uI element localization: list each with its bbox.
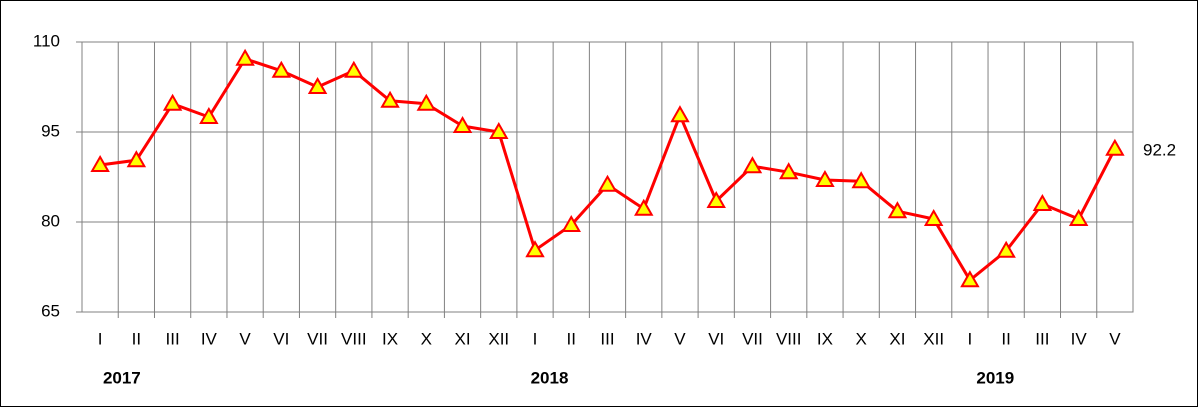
x-tick-label: VI [708, 329, 724, 348]
marker [597, 174, 618, 192]
marker [525, 240, 545, 258]
x-tick-label: V [674, 329, 686, 348]
y-tick-label: 95 [41, 121, 60, 140]
year-label: 2018 [531, 368, 569, 387]
x-tick-label: XI [889, 329, 905, 348]
x-tick-label: VII [307, 329, 328, 348]
marker [742, 156, 763, 174]
x-tick-label: IX [817, 329, 833, 348]
y-tick-label: 65 [41, 301, 60, 320]
line [99, 57, 1117, 282]
y-tick-label: 80 [41, 211, 60, 230]
x-tick-label: V [1109, 329, 1121, 348]
marker [416, 93, 437, 111]
marker [489, 121, 509, 139]
x-tick-label: III [600, 329, 614, 348]
marker [1032, 193, 1053, 211]
marker [271, 60, 292, 78]
x-tick-label: I [98, 329, 103, 348]
x-tick-label: II [567, 329, 576, 348]
x-tick-label: I [968, 329, 973, 348]
marker [960, 270, 980, 288]
marker [1068, 208, 1089, 226]
marker [452, 115, 473, 133]
x-tick-label: II [132, 329, 141, 348]
marker [634, 198, 654, 216]
x-tick-label: X [856, 329, 867, 348]
x-tick-label: III [1035, 329, 1049, 348]
marker [851, 171, 871, 189]
x-tick-label: V [239, 329, 251, 348]
marker [923, 208, 944, 226]
x-tick-label: VI [273, 329, 289, 348]
marker [126, 150, 147, 168]
marker [670, 105, 690, 123]
marker [996, 240, 1016, 258]
x-tick-label: XII [923, 329, 944, 348]
marker [815, 169, 835, 187]
x-tick-label: IV [201, 329, 218, 348]
marker [778, 162, 799, 180]
x-tick-label: XII [488, 329, 509, 348]
marker [90, 154, 110, 172]
x-tick-label: VIII [776, 329, 802, 348]
marker [235, 48, 255, 66]
marker [706, 190, 726, 208]
x-tick-label: VII [742, 329, 763, 348]
year-label: 2019 [976, 368, 1014, 387]
x-tick-label: IX [382, 329, 398, 348]
marker [199, 106, 219, 124]
value-label: 92.2 [1143, 140, 1176, 159]
x-tick-label: II [1001, 329, 1010, 348]
year-label: 2017 [103, 368, 141, 387]
marker [380, 90, 400, 108]
x-tick-label: I [533, 329, 538, 348]
x-tick-label: VIII [341, 329, 367, 348]
marker [887, 201, 908, 219]
x-tick-label: IV [636, 329, 653, 348]
x-tick-label: XI [455, 329, 471, 348]
x-tick-label: X [421, 329, 432, 348]
marker [307, 76, 328, 94]
x-tick-label: III [166, 329, 180, 348]
marker [1105, 138, 1125, 156]
y-tick-label: 110 [33, 31, 60, 50]
marker [162, 93, 183, 111]
marker [561, 214, 581, 232]
x-tick-label: IV [1071, 329, 1088, 348]
marker [344, 60, 364, 78]
